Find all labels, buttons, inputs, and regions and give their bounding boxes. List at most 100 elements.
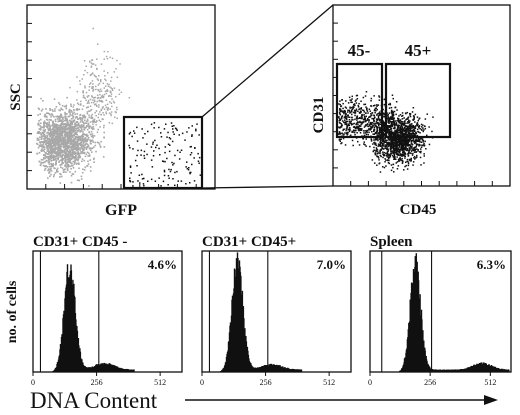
- cell-dot: [350, 99, 352, 102]
- cell-dot: [396, 138, 398, 141]
- cell-dot: [416, 154, 418, 157]
- cell-dot: [342, 107, 344, 110]
- cell-dot: [394, 134, 396, 137]
- cell-dot-gray: [70, 125, 72, 128]
- cell-dot-gray: [97, 128, 99, 131]
- cell-dot: [412, 129, 414, 131]
- cell-dot-gray: [73, 111, 75, 114]
- cell-dot: [388, 154, 391, 156]
- cell-dot-gray: [53, 129, 56, 132]
- cell-dot: [378, 95, 380, 97]
- cell-dot: [353, 129, 355, 131]
- cell-dot-gray: [64, 134, 66, 137]
- cell-dot-gray: [60, 166, 62, 169]
- cell-dot: [387, 121, 389, 123]
- cell-dot: [408, 158, 411, 161]
- cell-dot-gray: [118, 89, 121, 91]
- cell-dot: [399, 137, 402, 139]
- cell-dot-gray: [84, 146, 86, 148]
- cell-dot-gray: [53, 143, 55, 145]
- cell-dot-gfp: [162, 180, 165, 183]
- cell-dot-gfp: [146, 153, 148, 156]
- cell-dot: [403, 144, 405, 146]
- cell-dot: [338, 126, 340, 128]
- cell-dot-gfp: [188, 167, 190, 169]
- cell-dot-gray: [96, 94, 99, 96]
- cell-dot-gfp: [150, 146, 153, 148]
- cell-dot: [400, 121, 403, 123]
- cell-dot-gray: [104, 90, 107, 93]
- cell-dot-gray: [69, 165, 71, 168]
- cell-dot-gray: [63, 119, 66, 122]
- cell-dot-gfp: [176, 149, 179, 152]
- cell-dot: [345, 129, 347, 132]
- cell-dot: [351, 131, 353, 133]
- cell-dot-gray: [59, 137, 61, 140]
- arrow-head: [484, 395, 498, 405]
- cell-dot-gray: [86, 112, 89, 115]
- cell-dot: [413, 133, 416, 135]
- cell-dot: [339, 110, 342, 113]
- cell-dot: [366, 123, 369, 125]
- cell-dot-gray: [92, 141, 95, 143]
- cell-dot-gray: [40, 141, 43, 143]
- cell-dot: [373, 109, 376, 112]
- cell-dot: [387, 148, 389, 151]
- cell-dot: [383, 122, 385, 125]
- cell-dot-gray: [51, 149, 54, 152]
- cell-dot: [378, 114, 380, 117]
- cell-dot: [382, 151, 384, 153]
- cell-dot-gray: [52, 142, 54, 144]
- cell-dot-gray: [86, 128, 89, 131]
- cell-dot-gfp: [165, 123, 167, 125]
- cell-dot-gray: [65, 156, 67, 159]
- cell-dot-gray: [99, 80, 102, 83]
- cell-dot-gray: [50, 150, 52, 153]
- cell-dot-gray: [63, 136, 65, 139]
- cell-dot: [388, 133, 390, 135]
- cell-dot-gray: [49, 128, 52, 131]
- cell-dot: [373, 117, 376, 119]
- cell-dot: [380, 139, 382, 141]
- cell-dot: [415, 145, 417, 148]
- cell-dot: [394, 127, 396, 129]
- cell-dot-gray: [111, 57, 114, 60]
- cell-dot: [369, 115, 371, 118]
- cell-dot-gray: [43, 129, 45, 132]
- cell-dot: [412, 164, 414, 166]
- cell-dot-gray: [74, 136, 77, 138]
- cell-dot-gray: [90, 62, 93, 64]
- cell-dot: [395, 132, 397, 134]
- cell-dot: [398, 126, 400, 128]
- cell-dot-gray: [72, 106, 74, 108]
- cell-dot-gray: [53, 148, 55, 151]
- cell-dot-gray: [62, 144, 65, 146]
- cell-dot: [382, 135, 385, 137]
- cell-dot: [392, 118, 394, 121]
- cell-dot-gray: [74, 123, 76, 125]
- cell-dot-gray: [47, 112, 49, 114]
- cell-dot-gfp: [191, 134, 193, 136]
- cell-dot-gray: [102, 95, 105, 98]
- cell-dot: [366, 119, 369, 121]
- cell-dot-gray: [76, 159, 78, 161]
- cell-dot-gray: [75, 153, 77, 155]
- cell-dot-gray: [76, 149, 78, 152]
- cell-dot-gray: [69, 135, 71, 137]
- cell-dot: [409, 113, 412, 115]
- cell-dot-gray: [51, 135, 54, 137]
- cell-dot: [396, 151, 399, 153]
- cell-dot-gray: [95, 115, 97, 117]
- cell-dot-gfp: [173, 133, 175, 135]
- cell-dot-gray: [38, 141, 41, 143]
- cell-dot: [375, 107, 377, 109]
- cell-dot-gray: [104, 75, 106, 77]
- cell-dot-gray: [70, 134, 73, 137]
- cell-dot: [416, 122, 418, 125]
- cell-dot-gray: [87, 99, 90, 102]
- cell-dot-gray: [43, 146, 46, 148]
- cell-dot-gray: [69, 140, 71, 143]
- cell-dot-gray: [88, 102, 90, 104]
- cell-dot-gray: [46, 135, 49, 138]
- cell-dot-gfp: [195, 129, 197, 132]
